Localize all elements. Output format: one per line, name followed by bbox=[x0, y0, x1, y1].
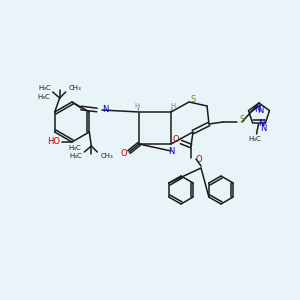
Text: H₃C: H₃C bbox=[38, 85, 51, 91]
Text: N: N bbox=[257, 106, 263, 115]
Text: H₃C: H₃C bbox=[248, 136, 261, 142]
Text: HO: HO bbox=[47, 137, 61, 146]
Text: N: N bbox=[102, 104, 108, 113]
Text: H₃C: H₃C bbox=[70, 153, 82, 159]
Text: O: O bbox=[173, 136, 179, 145]
Text: S: S bbox=[239, 116, 244, 124]
Text: O: O bbox=[121, 149, 127, 158]
Text: N: N bbox=[254, 105, 261, 114]
Text: N: N bbox=[260, 124, 267, 134]
Text: O: O bbox=[196, 154, 202, 164]
Text: N: N bbox=[168, 146, 174, 155]
Text: CH₃: CH₃ bbox=[100, 153, 113, 159]
Text: H: H bbox=[170, 103, 175, 109]
Text: S: S bbox=[190, 95, 196, 104]
Text: CH₃: CH₃ bbox=[69, 85, 81, 91]
Text: H: H bbox=[134, 103, 140, 109]
Text: H₃C: H₃C bbox=[69, 145, 81, 151]
Text: N: N bbox=[259, 119, 265, 128]
Text: H₃C: H₃C bbox=[37, 94, 50, 100]
